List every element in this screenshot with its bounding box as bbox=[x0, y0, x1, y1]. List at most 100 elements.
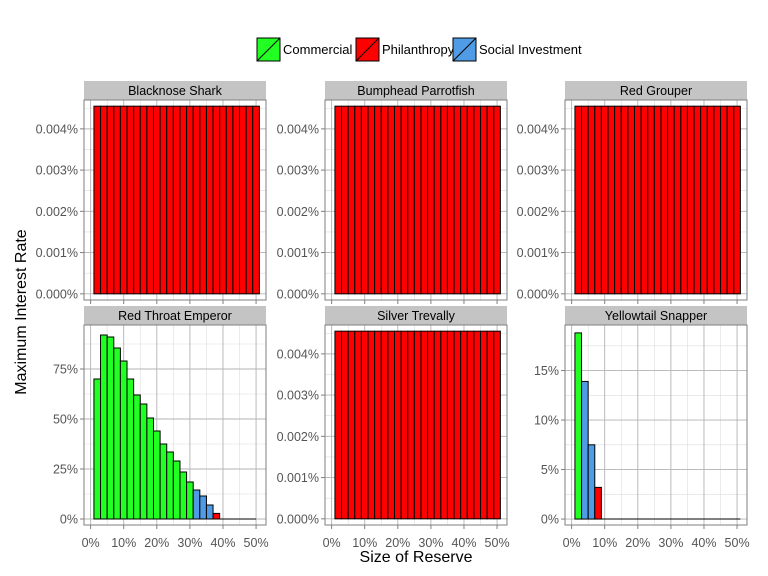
y-tick-label: 0.004% bbox=[36, 122, 78, 136]
bar bbox=[460, 330, 468, 520]
bar bbox=[433, 105, 442, 295]
bar bbox=[667, 105, 675, 295]
y-tick-label: 0.003% bbox=[36, 164, 78, 178]
panel: Red Grouper 0.000% 0.001% 0.002% 0.003% 0.004… bbox=[517, 81, 748, 304]
x-tick-label: 30% bbox=[658, 536, 683, 550]
bar bbox=[713, 105, 722, 295]
bar bbox=[686, 105, 695, 295]
panel-title: Red Throat Emperor bbox=[118, 309, 232, 323]
panel: Silver Trevally 0.000% 0.001% 0.002% 0.003% 0… bbox=[277, 306, 510, 550]
bar bbox=[581, 380, 589, 520]
bar bbox=[720, 105, 728, 295]
y-tick-label: 0.003% bbox=[277, 389, 319, 403]
legend: Commercial Philanthropy Social Investment bbox=[256, 37, 582, 62]
bar bbox=[627, 105, 635, 295]
panel-strip bbox=[565, 81, 747, 100]
bar bbox=[581, 105, 589, 295]
bar bbox=[354, 330, 362, 520]
bar bbox=[159, 443, 168, 520]
bar bbox=[420, 330, 429, 520]
bar bbox=[139, 403, 148, 520]
bar bbox=[205, 504, 214, 520]
y-tick-label: 0% bbox=[60, 513, 78, 527]
panel-strip bbox=[565, 306, 747, 325]
bar bbox=[480, 105, 488, 295]
x-tick-label: 0% bbox=[82, 536, 100, 550]
bar bbox=[159, 105, 168, 295]
y-tick-label: 0.000% bbox=[36, 287, 78, 301]
bar bbox=[139, 105, 148, 295]
bar bbox=[453, 330, 462, 520]
bar bbox=[446, 330, 455, 520]
bar bbox=[420, 105, 429, 295]
bar bbox=[186, 481, 194, 520]
bar bbox=[252, 105, 260, 295]
y-tick-label: 0.000% bbox=[517, 287, 559, 301]
y-tick-label: 0.000% bbox=[277, 287, 319, 301]
bar bbox=[199, 495, 207, 520]
y-tick-label: 10% bbox=[534, 414, 559, 428]
bar bbox=[374, 105, 382, 295]
bar bbox=[374, 330, 382, 520]
x-tick-label: 20% bbox=[385, 536, 410, 550]
bar bbox=[126, 378, 135, 520]
panel-border bbox=[83, 99, 267, 301]
legend-label: Social Investment bbox=[479, 42, 582, 57]
y-tick-label: 0% bbox=[541, 513, 559, 527]
y-tick-label: 50% bbox=[53, 413, 78, 427]
panel-strip bbox=[325, 81, 507, 100]
bar bbox=[693, 105, 702, 295]
bar bbox=[334, 330, 343, 520]
bar bbox=[146, 105, 154, 295]
bar bbox=[360, 105, 369, 295]
bar bbox=[706, 105, 715, 295]
panel: Bumphead Parrotfish 0.000% 0.001% 0.002% 0.0… bbox=[277, 81, 508, 304]
bar bbox=[587, 105, 596, 295]
bar bbox=[119, 105, 128, 295]
bar bbox=[587, 444, 596, 520]
bar bbox=[93, 378, 102, 520]
bar bbox=[126, 105, 135, 295]
bar bbox=[387, 105, 395, 295]
bar bbox=[205, 105, 214, 295]
y-tick-label: 25% bbox=[53, 463, 78, 477]
bar bbox=[393, 330, 402, 520]
x-tick-label: 10% bbox=[111, 536, 136, 550]
x-tick-label: 40% bbox=[210, 536, 235, 550]
bar bbox=[113, 105, 121, 295]
bar bbox=[647, 105, 655, 295]
y-tick-label: 0.001% bbox=[277, 471, 319, 485]
x-tick-label: 40% bbox=[451, 536, 476, 550]
bar bbox=[367, 105, 376, 295]
bar bbox=[133, 394, 141, 520]
legend-label: Philanthropy bbox=[382, 42, 455, 57]
bar bbox=[106, 105, 115, 295]
bar bbox=[172, 105, 181, 295]
panel-strip bbox=[84, 81, 266, 100]
bar bbox=[146, 417, 154, 520]
bar bbox=[199, 105, 207, 295]
bar bbox=[600, 105, 609, 295]
x-tick-label: 50% bbox=[244, 536, 269, 550]
panel-title: Silver Trevally bbox=[377, 309, 456, 323]
legend-key-slash bbox=[452, 37, 477, 62]
legend-label: Commercial bbox=[283, 42, 352, 57]
bar bbox=[179, 471, 188, 520]
bar bbox=[633, 105, 642, 295]
panels: Blacknose Shark 0.000% 0.001% 0.002% 0.003% 0… bbox=[36, 81, 750, 550]
bar bbox=[594, 105, 602, 295]
bar bbox=[334, 105, 343, 295]
bar bbox=[473, 330, 482, 520]
bar bbox=[100, 334, 108, 520]
bar bbox=[653, 105, 662, 295]
panel: Blacknose Shark 0.000% 0.001% 0.002% 0.003% 0… bbox=[36, 81, 267, 304]
bar bbox=[486, 330, 495, 520]
bar bbox=[380, 330, 389, 520]
bar bbox=[354, 105, 362, 295]
bar bbox=[232, 105, 241, 295]
bar bbox=[192, 105, 201, 295]
panel-border bbox=[324, 324, 508, 526]
bar bbox=[607, 105, 616, 295]
bar bbox=[106, 336, 115, 520]
